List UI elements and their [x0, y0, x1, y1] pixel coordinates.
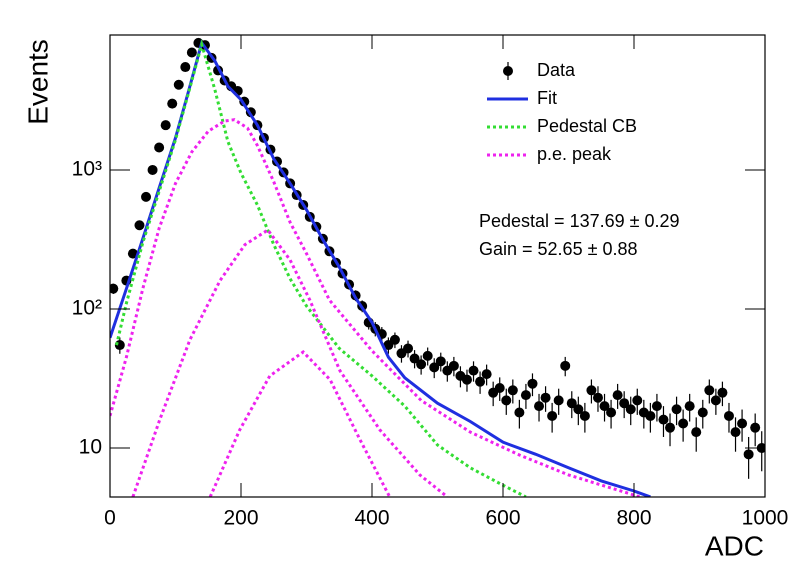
data-point — [173, 79, 184, 90]
data-point — [671, 404, 682, 415]
data-point — [409, 353, 420, 364]
data-point — [154, 142, 165, 153]
x-tick-label: 0 — [104, 507, 116, 530]
data-point — [186, 47, 197, 58]
data-point — [435, 356, 446, 367]
data-point — [141, 191, 152, 202]
data-point — [481, 369, 492, 380]
data-point — [468, 365, 479, 376]
data-point — [534, 401, 545, 412]
data-point — [514, 407, 525, 418]
x-axis-title: ADC — [705, 530, 764, 561]
data-point — [448, 360, 459, 371]
data-point — [750, 422, 761, 433]
data-point — [625, 404, 636, 415]
legend-label: Pedestal CB — [537, 116, 637, 136]
data-point — [665, 422, 676, 433]
data-point — [743, 449, 754, 460]
data-point — [389, 334, 400, 345]
data-point — [160, 120, 171, 131]
data-point — [592, 392, 603, 403]
frame — [109, 34, 766, 498]
data-point — [723, 410, 734, 421]
y-tick-label: 10 — [79, 436, 102, 459]
data-point — [527, 378, 538, 389]
data-point — [691, 427, 702, 438]
data-point — [147, 164, 158, 175]
data-point — [560, 360, 571, 371]
legend-label: p.e. peak — [537, 144, 612, 164]
data-point — [658, 414, 669, 425]
data-point — [520, 390, 531, 401]
data-point — [461, 374, 472, 385]
data-point — [540, 392, 551, 403]
data-point — [612, 390, 623, 401]
data-point — [710, 395, 721, 406]
data-point — [579, 410, 590, 421]
data-point — [547, 410, 558, 421]
data-point — [573, 404, 584, 415]
annotation: Gain = 52.65 ± 0.88 — [479, 239, 638, 259]
data-point — [403, 343, 414, 354]
legend-marker — [503, 66, 513, 76]
x-tick-label: 400 — [354, 507, 389, 530]
curve — [110, 118, 641, 497]
data-point — [501, 395, 512, 406]
x-tick-label: 600 — [485, 507, 520, 530]
data-point — [553, 395, 564, 406]
annotation: Pedestal = 137.69 ± 0.29 — [479, 211, 680, 231]
y-axis-title: Events — [22, 39, 53, 125]
plot-area — [110, 37, 765, 497]
data-point — [651, 401, 662, 412]
data-point — [475, 376, 486, 387]
data-point — [684, 401, 695, 412]
data-point — [416, 359, 427, 370]
data-point — [180, 62, 191, 73]
data-point — [167, 98, 178, 109]
data-point — [717, 387, 728, 398]
x-tick-label: 200 — [223, 507, 258, 530]
curve — [115, 38, 527, 497]
data-point — [606, 407, 617, 418]
curve — [131, 227, 449, 497]
y-tick-label: 10² — [72, 297, 102, 320]
legend-label: Data — [537, 60, 576, 80]
data-point — [134, 220, 145, 231]
data-point — [494, 383, 505, 394]
data-point — [678, 418, 689, 429]
data-point — [127, 248, 138, 259]
data-point — [429, 362, 440, 373]
curve — [110, 39, 651, 497]
data-point — [114, 340, 125, 351]
data-point — [110, 283, 119, 294]
y-tick-label: 10³ — [72, 158, 102, 181]
data-point — [422, 350, 433, 361]
data-point — [730, 427, 741, 438]
data-point — [507, 385, 518, 396]
data-point — [619, 398, 630, 409]
data-point — [737, 418, 748, 429]
data-point — [566, 398, 577, 409]
data-point — [586, 385, 597, 396]
curve — [208, 350, 392, 497]
data-point — [632, 395, 643, 406]
data-point — [599, 401, 610, 412]
legend-label: Fit — [537, 88, 557, 108]
data-point — [704, 385, 715, 396]
x-tick-label: 800 — [616, 507, 651, 530]
data-point — [697, 407, 708, 418]
x-tick-label: 1000 — [742, 507, 789, 530]
data-point — [645, 410, 656, 421]
